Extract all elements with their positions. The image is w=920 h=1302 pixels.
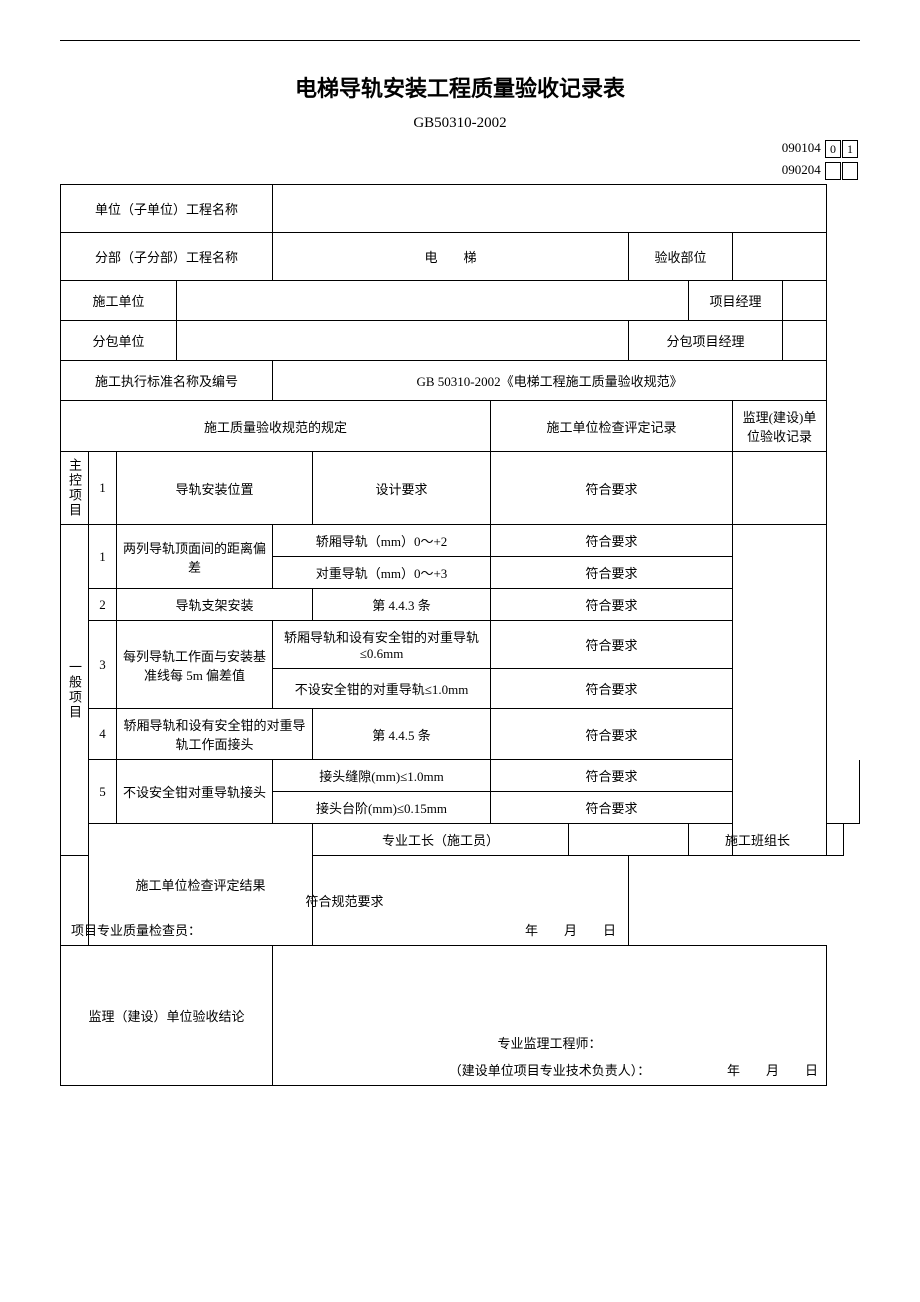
g3a-res: 符合要求 — [491, 621, 733, 669]
label-general-item: 一般项目 — [61, 525, 89, 856]
g1-n: 1 — [89, 525, 117, 589]
g3-n: 3 — [89, 621, 117, 709]
hdr-check: 施工单位检查评定记录 — [491, 401, 733, 452]
g5-n: 5 — [89, 760, 117, 824]
val-subcontract — [177, 321, 629, 361]
g1a-res: 符合要求 — [491, 525, 733, 557]
g2-res: 符合要求 — [491, 589, 733, 621]
label-sub-pm: 分包项目经理 — [629, 321, 783, 361]
code1-box1: 0 — [825, 140, 841, 158]
g4-n: 4 — [89, 709, 117, 760]
g5b-res: 符合要求 — [491, 792, 733, 824]
label-accept-part: 验收部位 — [629, 233, 733, 281]
code-line-1: 090104 01 — [60, 140, 860, 158]
val-unit-project — [273, 185, 827, 233]
code1-box2: 1 — [842, 140, 858, 158]
construct-date: 年 月 日 — [525, 920, 616, 939]
sup-engineer-label: 专业监理工程师： — [277, 1033, 822, 1052]
val-pm — [783, 281, 827, 321]
g2-name: 导轨支架安装 — [117, 589, 313, 621]
g3-name: 每列导轨工作面与安装基准线每 5m 偏差值 — [117, 621, 273, 709]
label-construct-unit: 施工单位 — [61, 281, 177, 321]
conform-text: 符合规范要求 — [65, 879, 624, 922]
code2-box1 — [825, 162, 841, 180]
main-1-res: 符合要求 — [491, 452, 733, 525]
label-main-item: 主控项目 — [61, 452, 89, 525]
val-sub-project: 电 梯 — [273, 233, 629, 281]
label-foreman: 专业工长（施工员） — [313, 824, 569, 856]
hdr-spec: 施工质量验收规范的规定 — [61, 401, 491, 452]
main-1-sup — [733, 452, 827, 525]
val-team-leader — [827, 824, 843, 856]
g5a-req: 接头缝隙(mm)≤1.0mm — [273, 760, 491, 792]
label-subcontract: 分包单位 — [61, 321, 177, 361]
main-1-name: 导轨安装位置 — [117, 452, 313, 525]
val-accept-part — [733, 233, 827, 281]
main-1-n: 1 — [89, 452, 117, 525]
label-sup-conclusion: 监理（建设）单位验收结论 — [61, 946, 273, 1086]
g5a-res: 符合要求 — [491, 760, 733, 792]
hdr-sup: 监理(建设)单位验收记录 — [733, 401, 827, 452]
g4-name: 轿厢导轨和设有安全钳的对重导轨工作面接头 — [117, 709, 313, 760]
quality-inspector-label: 项目专业质量检查员： — [71, 920, 201, 939]
owner-tech-label: （建设单位项目专业技术负责人）： — [449, 1063, 651, 1078]
label-sub-project: 分部（子分部）工程名称 — [61, 233, 273, 281]
val-construct-unit — [177, 281, 689, 321]
sup-date: 年 月 日 — [727, 1060, 818, 1079]
g3b-req: 不设安全钳的对重导轨≤1.0mm — [273, 669, 491, 709]
label-pm: 项目经理 — [689, 281, 783, 321]
g1a-req: 轿厢导轨（mm）0～+2 — [273, 525, 491, 557]
g1b-res: 符合要求 — [491, 557, 733, 589]
main-1-req: 设计要求 — [313, 452, 491, 525]
g3a-req: 轿厢导轨和设有安全钳的对重导轨≤0.6mm — [273, 621, 491, 669]
val-std: GB 50310-2002《电梯工程施工质量验收规范》 — [273, 361, 827, 401]
code2-box2 — [842, 162, 858, 180]
code1-prefix: 090104 — [782, 140, 821, 155]
g5-name: 不设安全钳对重导轨接头 — [117, 760, 273, 824]
g2-n: 2 — [89, 589, 117, 621]
label-team-leader: 施工班组长 — [689, 824, 827, 856]
doc-subtitle: GB50310-2002 — [60, 115, 860, 132]
label-std: 施工执行标准名称及编号 — [61, 361, 273, 401]
val-foreman — [569, 824, 689, 856]
g1-name: 两列导轨顶面间的距离偏差 — [117, 525, 273, 589]
top-rule — [60, 40, 860, 41]
g5b-req: 接头台阶(mm)≤0.15mm — [273, 792, 491, 824]
general-sup — [733, 525, 827, 856]
g5-sup — [827, 760, 860, 824]
construct-result-body: 符合规范要求 项目专业质量检查员： 年 月 日 — [61, 856, 629, 946]
g4-req: 第 4.4.5 条 — [313, 709, 491, 760]
g4-res: 符合要求 — [491, 709, 733, 760]
sup-conclusion-body: 专业监理工程师： （建设单位项目专业技术负责人）： 年 月 日 — [273, 946, 827, 1086]
main-table: 单位（子单位）工程名称 分部（子分部）工程名称 电 梯 验收部位 施工单位 项目… — [60, 184, 860, 1086]
g1b-req: 对重导轨（mm）0～+3 — [273, 557, 491, 589]
val-sub-pm — [783, 321, 827, 361]
code-line-2: 090204 — [60, 162, 860, 180]
doc-title: 电梯导轨安装工程质量验收记录表 — [60, 71, 860, 103]
g2-req: 第 4.4.3 条 — [313, 589, 491, 621]
code2-prefix: 090204 — [782, 162, 821, 177]
g3b-res: 符合要求 — [491, 669, 733, 709]
label-unit-project: 单位（子单位）工程名称 — [61, 185, 273, 233]
